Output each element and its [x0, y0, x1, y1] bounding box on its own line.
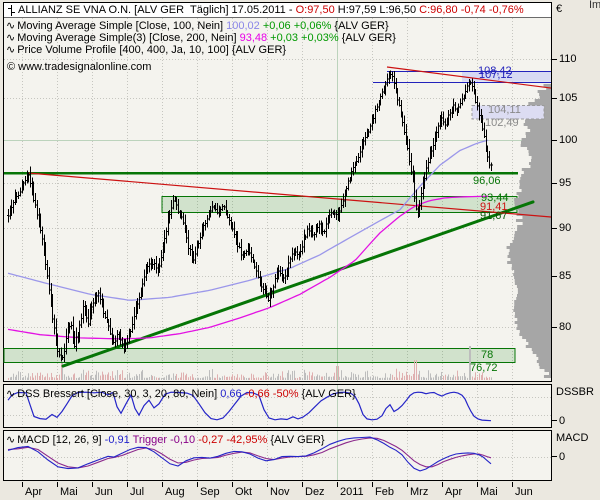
text-segment: O:97,50	[295, 4, 338, 16]
price-tick-label: 105	[559, 92, 578, 104]
month-label: Sep	[200, 486, 220, 498]
text-segment: 0,66	[220, 387, 245, 400]
month-label: 2011	[340, 486, 364, 498]
text-segment: MACD [12, 26, 9]	[17, 433, 105, 446]
legend-ma200[interactable]: ∿ Moving Average Simple(3) [Close, 200, …	[6, 31, 396, 45]
price-tick-label: 80	[559, 321, 572, 333]
month-label: Mrz	[410, 486, 429, 498]
text-segment: -0,27 -42,95%	[198, 433, 271, 446]
dss-pane-label: DSSBR	[556, 386, 594, 398]
month-label: Mai	[60, 486, 78, 498]
macd-zero-tick-label: 0	[559, 451, 566, 463]
text-segment: 93,48	[239, 31, 271, 44]
month-label: Jun	[515, 486, 533, 498]
text-segment: 100,02	[226, 19, 263, 32]
ohlc-bars-icon	[7, 4, 15, 16]
red-trendline-label: 91,41	[480, 201, 508, 213]
text-segment: {ALV GER}	[270, 433, 325, 446]
indicator-wave-icon: ∿	[6, 434, 16, 446]
price-tick-label: 95	[559, 177, 572, 189]
text-segment: Moving Average Simple [Close, 100, Nein]	[17, 19, 227, 32]
support-level-label: 96,06	[473, 175, 501, 187]
month-label: Aug	[165, 486, 185, 498]
text-segment: +0,03 +0,03%	[270, 31, 342, 44]
month-label: Feb	[375, 486, 394, 498]
text-segment: H:97,59 L:96,50	[337, 4, 420, 16]
low-band-top-label: 78	[481, 349, 494, 361]
level-label-resistance-upper: 108,42	[478, 65, 512, 77]
text-segment: Trigger	[132, 433, 171, 446]
month-label: Jul	[130, 486, 145, 498]
month-label: Nov	[270, 486, 290, 498]
text-segment: C:96,80 -0,74 -0,76%	[419, 4, 524, 16]
instrument-title-bar[interactable]: ALLIANZ SE VNA O.N. [ALV GER Täglich] 17…	[4, 3, 551, 18]
legend-ma100[interactable]: ∿ Moving Average Simple [Close, 100, Nei…	[6, 19, 389, 33]
macd-pane-label: MACD	[556, 432, 589, 444]
indicator-wave-icon: ∿	[6, 44, 16, 56]
text-segment: {ALV GER}	[341, 31, 396, 44]
text-segment: {ALV GER}	[301, 387, 356, 400]
band-bottom-label: 91,67	[480, 210, 508, 222]
indicator-wave-icon: ∿	[6, 32, 16, 44]
month-label: Okt	[235, 486, 253, 498]
text-segment: ALLIANZ SE VNA O.N. [ALV GER Täglich] 17…	[18, 4, 296, 16]
month-label: Jun	[95, 486, 113, 498]
text-segment: +0,06 +0,06%	[262, 19, 335, 32]
indicator-wave-icon: ∿	[6, 20, 16, 32]
text-segment: Price Volume Profile [400, 400, Ja, 10, …	[17, 43, 287, 56]
text-segment: {ALV GER}	[334, 19, 389, 32]
indicator-wave-icon: ∿	[6, 388, 16, 400]
price-tick-label: 100	[559, 134, 578, 146]
watermark: © www.tradesignalonline.com	[7, 61, 152, 73]
currency-label: €	[556, 3, 563, 15]
price-tick-label: 90	[559, 222, 572, 234]
gap-box-top-label: 104,11	[488, 104, 521, 116]
text-segment: Moving Average Simple(3) [Close, 200, Ne…	[17, 31, 240, 44]
low-band-bottom-label: 76,72	[470, 362, 498, 374]
price-tick-label: 110	[559, 53, 577, 65]
month-label: Apr	[445, 486, 463, 498]
price-tick-label: 85	[559, 270, 572, 282]
legend-price-volume-profile[interactable]: ∿ Price Volume Profile [400, 400, Ja, 10…	[6, 43, 287, 57]
legend-dss-bressert[interactable]: ∿ DSS Bressert [Close, 30, 3, 20, 80, Ne…	[6, 387, 356, 401]
level-label-resistance-lower: 107,12	[479, 69, 513, 81]
gap-box-bottom-label: 102,49	[485, 117, 519, 129]
month-label: Dez	[305, 486, 325, 498]
instrument-title: ALLIANZ SE VNA O.N. [ALV GER Täglich] 17…	[18, 4, 524, 16]
dss-zero-tick-label: 0	[559, 415, 566, 427]
text-segment: -0,91	[104, 433, 133, 446]
text-segment: DSS Bressert [Close, 30, 3, 20, 80, Nein…	[17, 387, 221, 400]
band-top-label: 93,44	[481, 192, 509, 204]
clipped-corner-text: Im	[589, 0, 600, 11]
text-segment: -0,10	[170, 433, 199, 446]
month-label: Mai	[480, 486, 498, 498]
text-segment: -0,66 -50%	[244, 387, 302, 400]
month-label: Apr	[25, 486, 43, 498]
legend-macd[interactable]: ∿ MACD [12, 26, 9] -0,91 Trigger -0,10 -…	[6, 433, 325, 447]
